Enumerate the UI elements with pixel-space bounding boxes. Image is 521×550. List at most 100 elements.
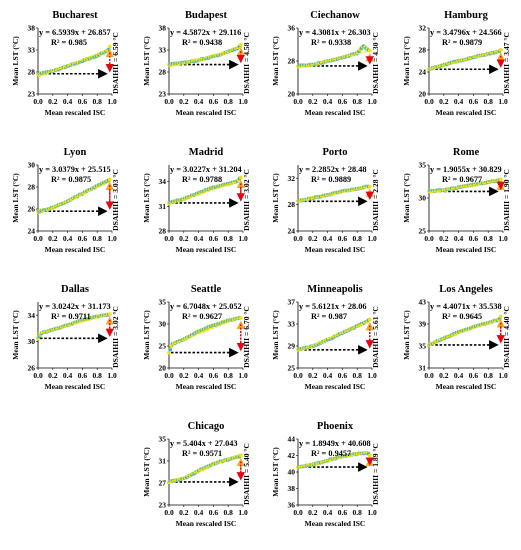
y-tick-label: 28 [288,57,296,66]
y-tick-label: 35 [419,161,427,170]
x-tick-label: 0.8 [224,508,234,517]
regression-equation: y = 6.5939x + 26.857 [39,28,111,37]
x-tick-label: 0.2 [308,508,318,517]
y-tick-label: 40 [288,468,296,477]
y-tick-label: 26 [28,364,36,373]
x-tick-label: 0.2 [179,97,189,106]
dsaihii-label: DSAIHII = 1.90 °C [502,169,511,231]
panel-title: Rome [453,147,480,158]
r-squared: R² = 0.9627 [182,312,222,321]
x-tick-label: 0.8 [353,508,363,517]
data-point [367,453,372,458]
x-tick-label: 0.8 [93,371,103,380]
x-tick-label: 0.4 [323,234,333,243]
y-tick-label: 35 [159,435,167,444]
x-tick-label: 0.6 [78,234,88,243]
x-tick-label: 0.0 [33,234,43,243]
x-tick-label: 0.0 [424,234,434,243]
y-axis-label: Mean LST (°C) [142,447,151,497]
y-tick-label: 20 [159,364,167,373]
x-tick-label: 0.4 [194,97,204,106]
x-tick-label: 0.4 [63,234,73,243]
r-squared: R² = 0.9889 [311,175,351,184]
x-axis-label: Mean rescaled ISC [176,245,237,254]
x-tick-label: 0.6 [209,97,219,106]
regression-equation: y = 3.0379x + 25.515 [39,165,111,174]
trend-line [297,320,371,352]
x-tick-label: 0.6 [469,371,479,380]
y-tick-label: 38 [288,484,296,493]
dsaihii-label: DSAIHII = 5.61 °C [371,306,380,368]
x-tick-label: 0.2 [179,234,189,243]
x-tick-label: 0.0 [293,234,303,243]
x-axis-label: Mean rescaled ISC [45,245,106,254]
x-tick-label: 0.0 [164,97,174,106]
data-point [238,316,243,321]
x-tick-label: 0.4 [454,371,464,380]
y-tick-label: 31 [159,457,167,466]
x-tick-label: 0.4 [194,371,204,380]
x-tick-label: 1.0 [107,234,117,243]
dsaihii-label: DSAIHII = 1.89 °C [371,443,380,505]
trend-line [168,46,241,68]
panel-title: Hamburg [444,10,489,21]
y-tick-label: 33 [288,320,296,329]
dsaihii-label: DSAIHII = 4.30 °C [371,32,380,94]
x-tick-label: 1.0 [238,508,248,517]
y-tick-label: 28 [28,68,36,77]
trend-line [37,48,110,78]
trend-line [168,316,242,347]
regression-equation: y = 3.4796x + 24.566 [430,28,502,37]
x-tick-label: 0.2 [439,97,449,106]
y-tick-label: 25 [419,227,427,236]
y-tick-label: 31 [419,364,427,373]
y-axis-label: Mean LST (°C) [11,310,20,360]
y-tick-label: 33 [28,46,36,55]
panel-title: Budapest [185,10,228,21]
x-tick-label: 0.0 [33,97,43,106]
data-point [498,177,503,182]
y-tick-label: 28 [28,183,36,192]
x-tick-label: 0.2 [179,508,189,517]
x-tick-label: 0.0 [424,97,434,106]
y-tick-label: 32 [288,174,296,183]
x-tick-label: 0.0 [424,371,434,380]
x-tick-label: 1.0 [238,371,248,380]
r-squared: R² = 0.9438 [182,38,222,47]
x-tick-label: 0.8 [353,97,363,106]
y-axis-label: Mean LST (°C) [402,36,411,86]
r-squared: R² = 0.9879 [442,38,482,47]
dsaihii-label: DSAIHII = 6.59 °C [111,32,120,94]
panel-title: Chicago [188,421,225,432]
data-point [107,44,112,49]
y-tick-label: 30 [28,337,36,346]
y-tick-label: 23 [159,501,167,510]
x-tick-label: 0.4 [194,234,204,243]
y-tick-label: 24 [419,68,427,77]
dsaihii-label: DSAIHII = 3.03 °C [111,169,120,231]
x-tick-label: 0.2 [439,371,449,380]
y-tick-label: 35 [159,298,167,307]
x-tick-label: 1.0 [238,234,248,243]
r-squared: R² = 0.987 [311,312,347,321]
x-tick-label: 0.6 [469,97,479,106]
y-tick-label: 26 [28,205,36,214]
r-squared: R² = 0.9338 [311,38,351,47]
x-tick-label: 1.0 [367,508,377,517]
y-tick-label: 38 [159,24,167,33]
x-tick-label: 0.4 [323,97,333,106]
regression-equation: y = 5.404x + 27.043 [170,439,238,448]
x-tick-label: 0.8 [93,234,103,243]
x-tick-label: 0.4 [194,508,204,517]
y-tick-label: 34 [159,177,167,186]
x-tick-label: 0.0 [33,371,43,380]
x-tick-label: 0.0 [164,371,174,380]
x-tick-label: 0.0 [293,371,303,380]
